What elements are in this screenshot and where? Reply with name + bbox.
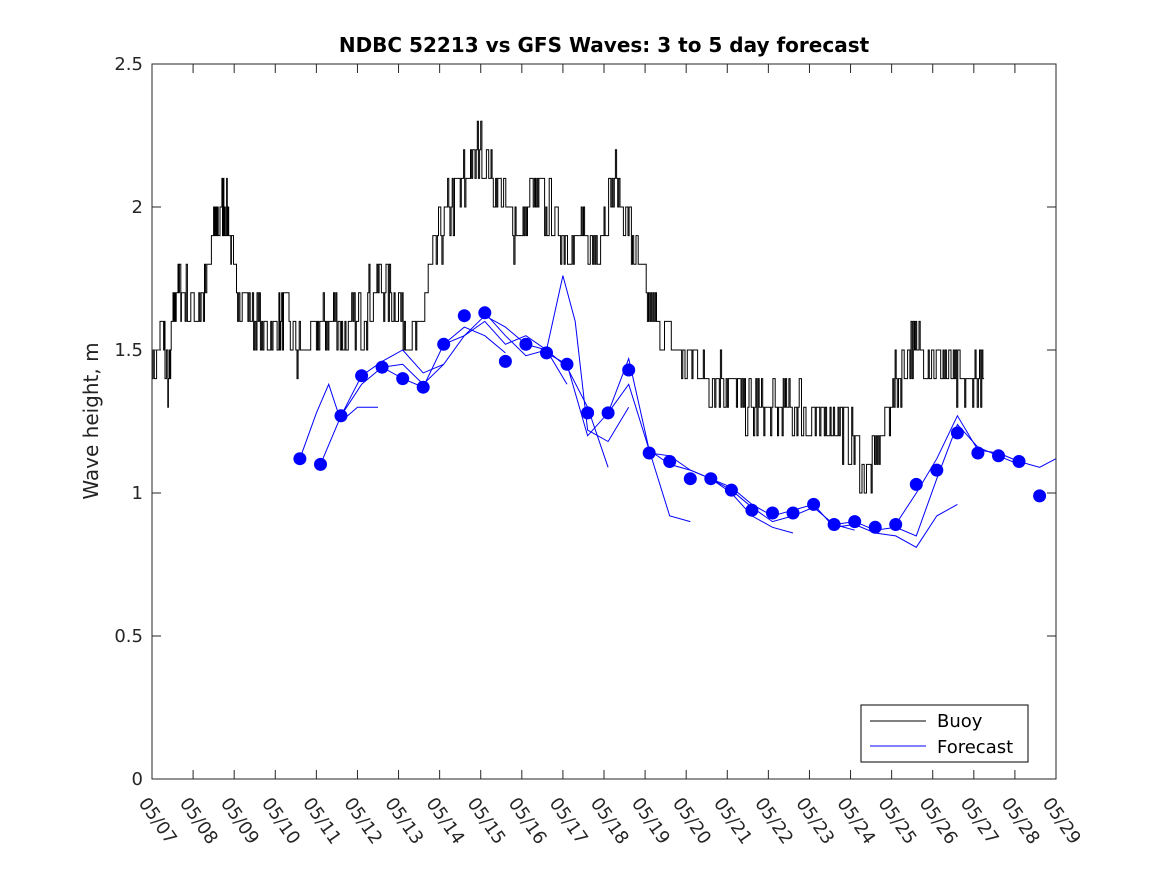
y-tick-label: 1 xyxy=(132,483,143,504)
y-tick-label: 2.5 xyxy=(114,54,143,75)
forecast-point xyxy=(519,337,533,351)
legend-forecast-label: Forecast xyxy=(937,737,1013,758)
forecast-point xyxy=(437,337,451,351)
forecast-point xyxy=(375,360,389,374)
forecast-run-line-6 xyxy=(546,352,691,523)
forecast-point xyxy=(950,426,964,440)
buoy-series-line xyxy=(152,120,985,494)
forecast-point xyxy=(745,503,759,517)
y-tick-label: 2 xyxy=(132,197,143,218)
forecast-point xyxy=(293,452,307,466)
forecast-point xyxy=(724,483,738,497)
legend-box xyxy=(860,704,1029,763)
forecast-point xyxy=(992,449,1005,463)
forecast-point xyxy=(930,463,944,477)
forecast-point xyxy=(1012,455,1026,468)
forecast-point xyxy=(457,309,471,323)
forecast-point xyxy=(334,409,348,423)
forecast-point xyxy=(642,446,656,460)
forecast-point xyxy=(848,515,862,529)
y-tick-label: 0 xyxy=(132,769,143,790)
forecast-point xyxy=(416,380,430,394)
forecast-point xyxy=(355,369,369,383)
forecast-point xyxy=(478,306,492,320)
forecast-point xyxy=(786,506,800,520)
forecast-point xyxy=(827,518,841,531)
forecast-point xyxy=(1033,489,1047,503)
y-tick-label: 1.5 xyxy=(114,340,143,361)
forecast-run-line-0 xyxy=(299,382,378,459)
forecast-run-line-3 xyxy=(382,320,568,385)
forecast-point xyxy=(396,372,410,386)
forecast-point xyxy=(909,477,923,491)
y-tick-label: 0.5 xyxy=(114,626,143,647)
forecast-point xyxy=(971,446,985,460)
legend: Buoy Forecast xyxy=(860,704,1029,763)
forecast-point xyxy=(498,354,512,368)
forecast-point xyxy=(540,346,553,360)
forecast-point xyxy=(601,406,615,420)
forecast-run-line-5 xyxy=(484,275,630,443)
chart-title: NDBC 52213 vs GFS Waves: 3 to 5 day fore… xyxy=(339,33,870,57)
forecast-point xyxy=(868,520,882,534)
forecast-point xyxy=(704,472,718,486)
forecast-point xyxy=(560,357,574,371)
forecast-point xyxy=(581,406,595,420)
forecast-point xyxy=(889,518,903,531)
forecast-point xyxy=(314,457,327,471)
legend-buoy-label: Buoy xyxy=(937,711,983,732)
forecast-point xyxy=(807,497,821,511)
forecast-point xyxy=(683,472,697,486)
forecast-point xyxy=(766,506,779,520)
forecast-point xyxy=(622,363,636,377)
forecast-point xyxy=(663,455,677,468)
y-axis-label: Wave height, m xyxy=(79,342,103,499)
